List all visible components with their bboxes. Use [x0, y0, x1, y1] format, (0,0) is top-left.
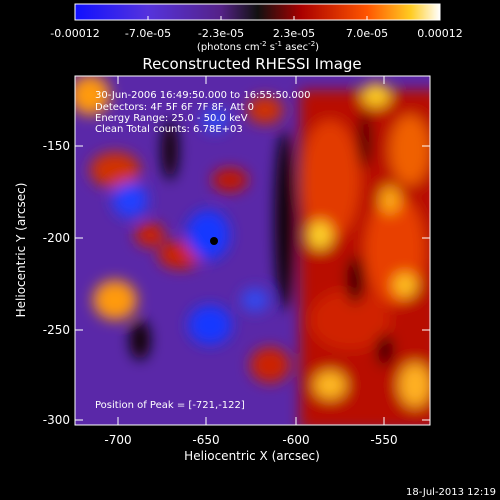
- colorbar-tick-label: -7.0e-05: [125, 27, 171, 40]
- x-axis-ticks: [117, 76, 385, 425]
- footer-timestamp: 18-Jul-2013 12:19: [406, 487, 496, 498]
- y-axis-label: Heliocentric Y (arcsec): [14, 183, 28, 318]
- y-axis-ticks: [75, 145, 430, 421]
- colorbar-tick-label: 7.0e-05: [346, 27, 388, 40]
- y-tick-label: -250: [43, 323, 70, 337]
- y-tick-label: -200: [43, 231, 70, 245]
- x-tick-label: -600: [282, 433, 309, 447]
- colorbar-tick-label: 0.00012: [417, 27, 463, 40]
- plot-title: Reconstructed RHESSI Image: [142, 55, 361, 73]
- y-tick-label: -150: [43, 139, 70, 153]
- x-tick-label: -700: [104, 433, 131, 447]
- info-energy-range: Energy Range: 25.0 - 50.0 keV: [95, 113, 248, 124]
- colorbar-tick-label: -2.3e-05: [198, 27, 244, 40]
- colorbar-tick-label: 2.3e-05: [273, 27, 315, 40]
- colorbar: [74, 3, 441, 21]
- rhessi-image: [75, 76, 430, 425]
- info-detectors: Detectors: 4F 5F 6F 7F 8F, Att 0: [95, 102, 254, 113]
- colorbar-units: (photons cm-2 s-1 asec-2): [197, 40, 319, 53]
- info-time-range: 30-Jun-2006 16:49:50.000 to 16:55:50.000: [95, 90, 311, 101]
- info-total-counts: Clean Total counts: 6.78E+03: [95, 124, 243, 135]
- x-tick-label: -650: [192, 433, 219, 447]
- colorbar-ticks: [74, 16, 441, 20]
- plot-frame: [74, 75, 431, 426]
- x-axis-label: Heliocentric X (arcsec): [184, 449, 320, 463]
- colorbar-tick-label: -0.00012: [50, 27, 99, 40]
- x-tick-label: -550: [370, 433, 397, 447]
- peak-position: Position of Peak = [-721,-122]: [95, 400, 245, 411]
- y-tick-label: -300: [43, 413, 70, 427]
